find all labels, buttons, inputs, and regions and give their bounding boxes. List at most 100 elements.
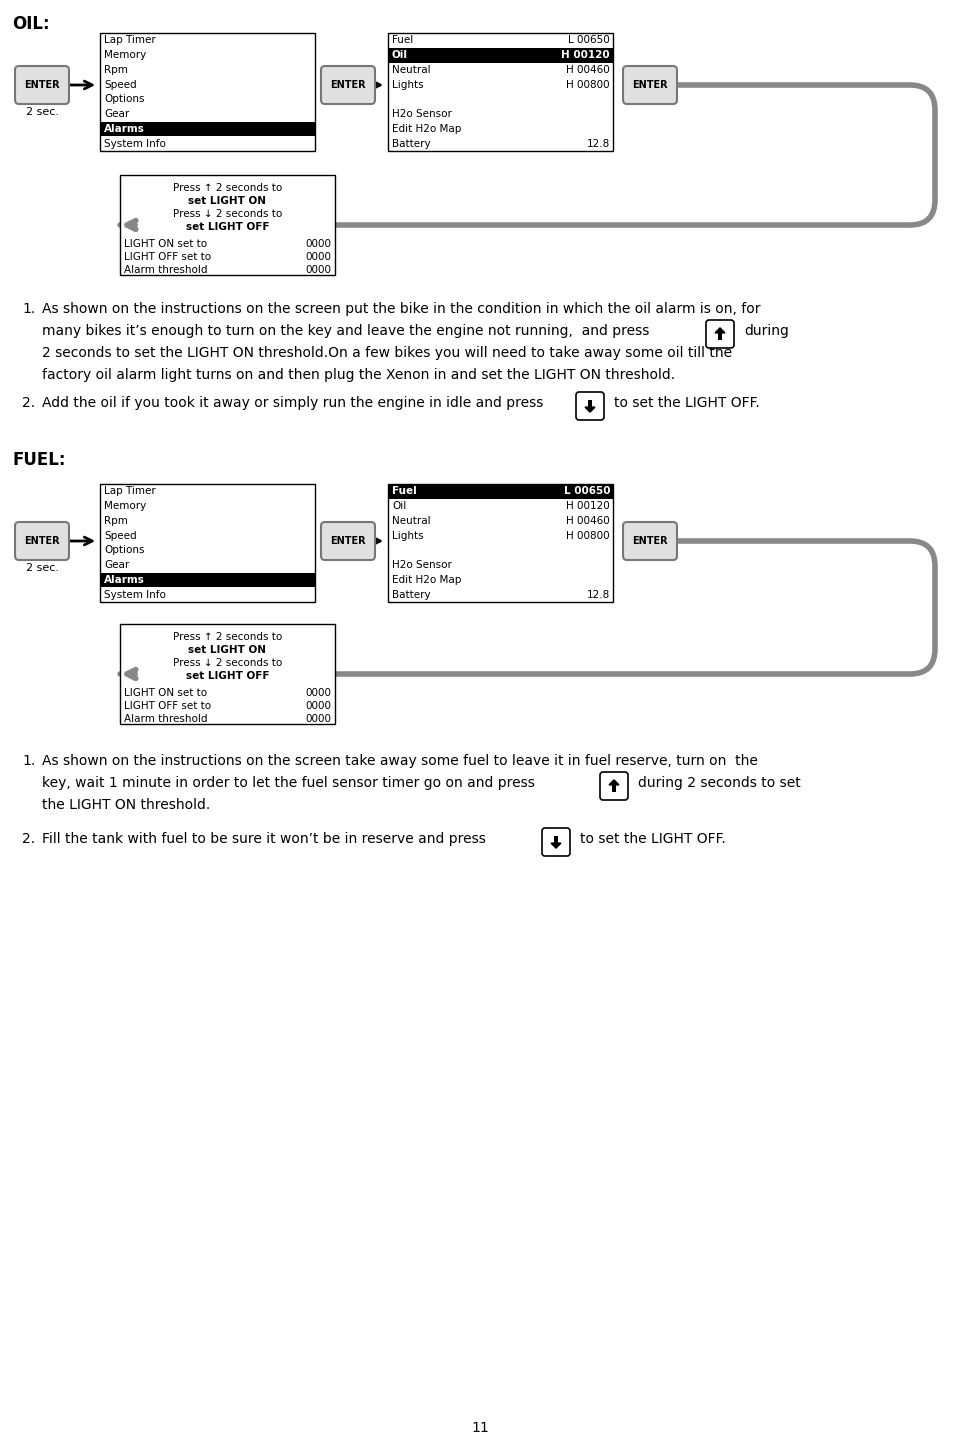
Text: FUEL:: FUEL: bbox=[12, 451, 65, 469]
Text: Alarms: Alarms bbox=[104, 123, 145, 133]
Text: H 00120: H 00120 bbox=[562, 51, 610, 59]
Text: 0000: 0000 bbox=[305, 714, 331, 724]
Text: Gear: Gear bbox=[104, 560, 130, 570]
Text: the LIGHT ON threshold.: the LIGHT ON threshold. bbox=[42, 798, 210, 813]
FancyBboxPatch shape bbox=[321, 65, 375, 104]
Text: Press ↓ 2 seconds to: Press ↓ 2 seconds to bbox=[173, 657, 282, 667]
Bar bbox=[588, 400, 592, 408]
Text: As shown on the instructions on the screen take away some fuel to leave it in fu: As shown on the instructions on the scre… bbox=[42, 755, 757, 768]
Text: Oil: Oil bbox=[392, 51, 408, 59]
Text: Rpm: Rpm bbox=[104, 517, 128, 525]
Text: 1.: 1. bbox=[22, 302, 36, 316]
Bar bbox=[388, 485, 613, 499]
Text: Gear: Gear bbox=[104, 109, 130, 119]
Text: Alarm threshold: Alarm threshold bbox=[124, 266, 207, 276]
Text: Oil: Oil bbox=[392, 501, 406, 511]
Text: Battery: Battery bbox=[392, 589, 431, 599]
Text: Add the oil if you took it away or simply run the engine in idle and press: Add the oil if you took it away or simpl… bbox=[42, 396, 543, 411]
Text: 0000: 0000 bbox=[305, 252, 331, 263]
Text: Rpm: Rpm bbox=[104, 65, 128, 75]
Text: 1.: 1. bbox=[22, 755, 36, 768]
FancyBboxPatch shape bbox=[576, 392, 604, 419]
Text: during 2 seconds to set: during 2 seconds to set bbox=[638, 776, 801, 789]
Polygon shape bbox=[585, 408, 595, 412]
Text: L 00650: L 00650 bbox=[568, 35, 610, 45]
FancyBboxPatch shape bbox=[623, 65, 677, 104]
Text: ENTER: ENTER bbox=[330, 535, 366, 546]
Text: ENTER: ENTER bbox=[633, 80, 668, 90]
Text: Neutral: Neutral bbox=[392, 517, 431, 525]
Polygon shape bbox=[609, 779, 619, 785]
Text: H 00120: H 00120 bbox=[566, 501, 610, 511]
Text: Alarms: Alarms bbox=[104, 575, 145, 585]
Text: key, wait 1 minute in order to let the fuel sensor timer go on and press: key, wait 1 minute in order to let the f… bbox=[42, 776, 535, 789]
Bar bbox=[100, 122, 315, 136]
Text: 2.: 2. bbox=[22, 831, 36, 846]
Text: 0000: 0000 bbox=[305, 688, 331, 698]
Text: System Info: System Info bbox=[104, 139, 166, 148]
Text: during: during bbox=[744, 324, 789, 338]
Text: Lap Timer: Lap Timer bbox=[104, 35, 156, 45]
Text: 0000: 0000 bbox=[305, 266, 331, 276]
Text: Fuel: Fuel bbox=[392, 35, 413, 45]
Text: set LIGHT OFF: set LIGHT OFF bbox=[185, 670, 269, 681]
Text: factory oil alarm light turns on and then plug the Xenon in and set the LIGHT ON: factory oil alarm light turns on and the… bbox=[42, 369, 675, 382]
Bar bbox=[100, 485, 315, 602]
Bar bbox=[100, 33, 315, 151]
Text: 0000: 0000 bbox=[305, 701, 331, 711]
Text: to set the LIGHT OFF.: to set the LIGHT OFF. bbox=[614, 396, 759, 411]
Text: 12.8: 12.8 bbox=[587, 139, 610, 148]
Text: Battery: Battery bbox=[392, 139, 431, 148]
Text: Fuel: Fuel bbox=[392, 486, 417, 496]
Bar bbox=[388, 485, 613, 602]
Text: Memory: Memory bbox=[104, 51, 146, 59]
Text: LIGHT OFF set to: LIGHT OFF set to bbox=[124, 252, 211, 263]
Text: L 00650: L 00650 bbox=[564, 486, 610, 496]
Bar bbox=[388, 48, 613, 62]
Text: ENTER: ENTER bbox=[633, 535, 668, 546]
Text: Edit H2o Map: Edit H2o Map bbox=[392, 575, 462, 585]
Text: ENTER: ENTER bbox=[24, 80, 60, 90]
Bar bbox=[120, 624, 335, 724]
Text: Neutral: Neutral bbox=[392, 65, 431, 75]
Text: Options: Options bbox=[104, 546, 145, 556]
Text: Edit H2o Map: Edit H2o Map bbox=[392, 123, 462, 133]
Text: 2 seconds to set the LIGHT ON threshold.On a few bikes you will need to take awa: 2 seconds to set the LIGHT ON threshold.… bbox=[42, 345, 732, 360]
Text: 2 sec.: 2 sec. bbox=[26, 563, 59, 573]
Text: H2o Sensor: H2o Sensor bbox=[392, 560, 452, 570]
Text: Fill the tank with fuel to be sure it won’t be in reserve and press: Fill the tank with fuel to be sure it wo… bbox=[42, 831, 486, 846]
Text: H 00460: H 00460 bbox=[566, 517, 610, 525]
FancyBboxPatch shape bbox=[600, 772, 628, 800]
Text: Press ↑ 2 seconds to: Press ↑ 2 seconds to bbox=[173, 183, 282, 193]
Text: Options: Options bbox=[104, 94, 145, 104]
Text: to set the LIGHT OFF.: to set the LIGHT OFF. bbox=[580, 831, 726, 846]
Text: set LIGHT ON: set LIGHT ON bbox=[188, 646, 267, 654]
FancyBboxPatch shape bbox=[706, 321, 734, 348]
Text: H2o Sensor: H2o Sensor bbox=[392, 109, 452, 119]
Text: 2.: 2. bbox=[22, 396, 36, 411]
Text: set LIGHT ON: set LIGHT ON bbox=[188, 196, 267, 206]
FancyBboxPatch shape bbox=[542, 829, 570, 856]
Text: ENTER: ENTER bbox=[24, 535, 60, 546]
FancyBboxPatch shape bbox=[623, 522, 677, 560]
Text: ENTER: ENTER bbox=[330, 80, 366, 90]
Text: Lights: Lights bbox=[392, 80, 423, 90]
Text: 11: 11 bbox=[471, 1421, 489, 1435]
Text: LIGHT OFF set to: LIGHT OFF set to bbox=[124, 701, 211, 711]
Text: Lap Timer: Lap Timer bbox=[104, 486, 156, 496]
Bar bbox=[120, 176, 335, 276]
Text: H 00800: H 00800 bbox=[566, 531, 610, 541]
Text: Alarm threshold: Alarm threshold bbox=[124, 714, 207, 724]
Text: LIGHT ON set to: LIGHT ON set to bbox=[124, 239, 207, 250]
Text: H 00800: H 00800 bbox=[566, 80, 610, 90]
Text: As shown on the instructions on the screen put the bike in the condition in whic: As shown on the instructions on the scre… bbox=[42, 302, 760, 316]
FancyBboxPatch shape bbox=[321, 522, 375, 560]
Polygon shape bbox=[551, 843, 561, 849]
Text: LIGHT ON set to: LIGHT ON set to bbox=[124, 688, 207, 698]
Text: 2 sec.: 2 sec. bbox=[26, 107, 59, 118]
Text: 0000: 0000 bbox=[305, 239, 331, 250]
Text: H 00460: H 00460 bbox=[566, 65, 610, 75]
Text: set LIGHT OFF: set LIGHT OFF bbox=[185, 222, 269, 232]
Polygon shape bbox=[715, 328, 725, 332]
Text: OIL:: OIL: bbox=[12, 15, 50, 33]
